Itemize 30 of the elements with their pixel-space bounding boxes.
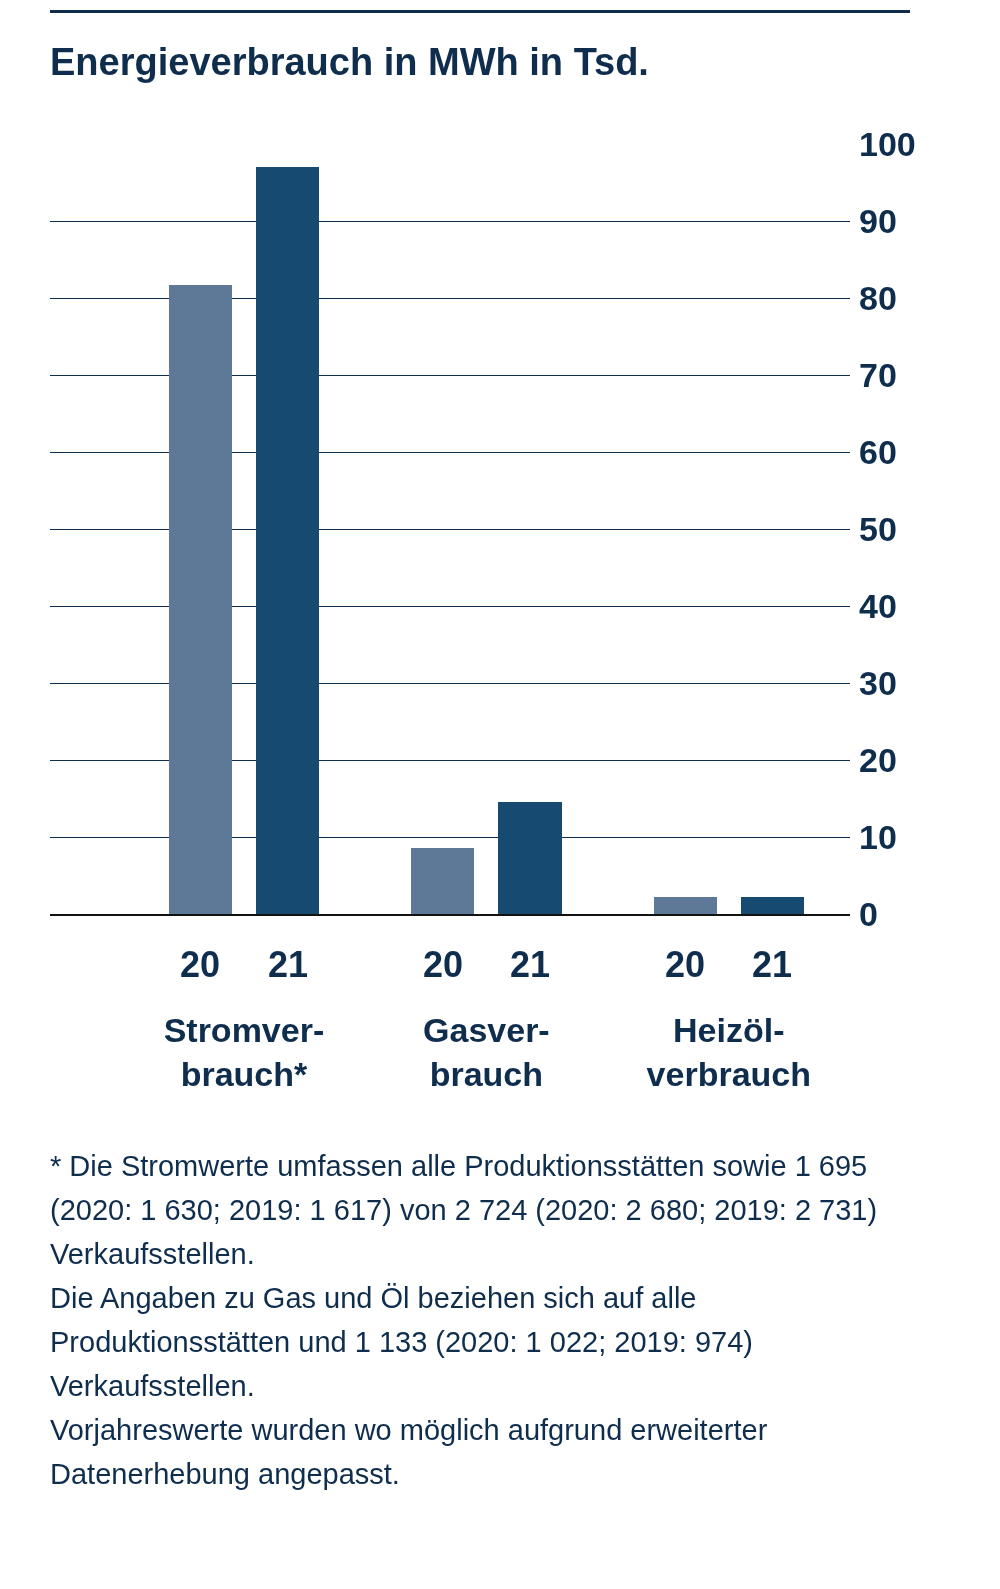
text: * Die Stromwerte umfassen alle Produktionsstätten sowie 1 695 (2020: 1 630; 2019: 1 617) von 2 724 (2020: 2 680; 2019: 2 731) Verkaufsstellen. xyxy=(50,1149,879,1272)
text: 21 xyxy=(752,944,793,985)
bar xyxy=(740,897,804,914)
y-tick-label: 70 xyxy=(859,355,897,394)
series-label: 20 xyxy=(180,944,221,985)
bar xyxy=(411,847,475,914)
y-tick-label: 30 xyxy=(859,663,897,702)
bar xyxy=(256,167,320,914)
text: 21 xyxy=(510,944,551,985)
y-tick-label: 10 xyxy=(859,817,897,856)
y-tick-label: 90 xyxy=(859,201,897,240)
chart-title: Energieverbrauch in MWh in Tsd. xyxy=(50,41,650,84)
y-tick-label: 20 xyxy=(859,740,897,779)
y-tick-label: 40 xyxy=(859,586,897,625)
y-tick-label: 60 xyxy=(859,432,897,471)
text: 20 xyxy=(423,944,464,985)
x-tick-label: Gasver- brauch xyxy=(423,1010,550,1093)
bar xyxy=(653,897,717,914)
y-tick-label: 100 xyxy=(859,124,916,163)
text: Die Angaben zu Gas und Öl beziehen sich auf alle Produktionsstätten und 1 133 (2020: 1 022; 2019: 974) Verkaufsstellen. xyxy=(50,1281,754,1404)
text: Vorjahreswerte wurden wo möglich aufgrund erweiterter Datenerhebung angepasst. xyxy=(50,1413,769,1492)
bar xyxy=(498,801,562,914)
x-tick-label: Stromver- brauch* xyxy=(163,1010,325,1093)
bar xyxy=(168,284,232,914)
text: 20 xyxy=(665,944,706,985)
y-tick-label: 0 xyxy=(859,894,878,933)
series-label: 21 xyxy=(268,944,309,985)
y-tick-label: 50 xyxy=(859,509,897,548)
x-tick-label: Heizöl- verbrauch xyxy=(646,1010,811,1093)
y-tick-label: 80 xyxy=(859,278,897,317)
